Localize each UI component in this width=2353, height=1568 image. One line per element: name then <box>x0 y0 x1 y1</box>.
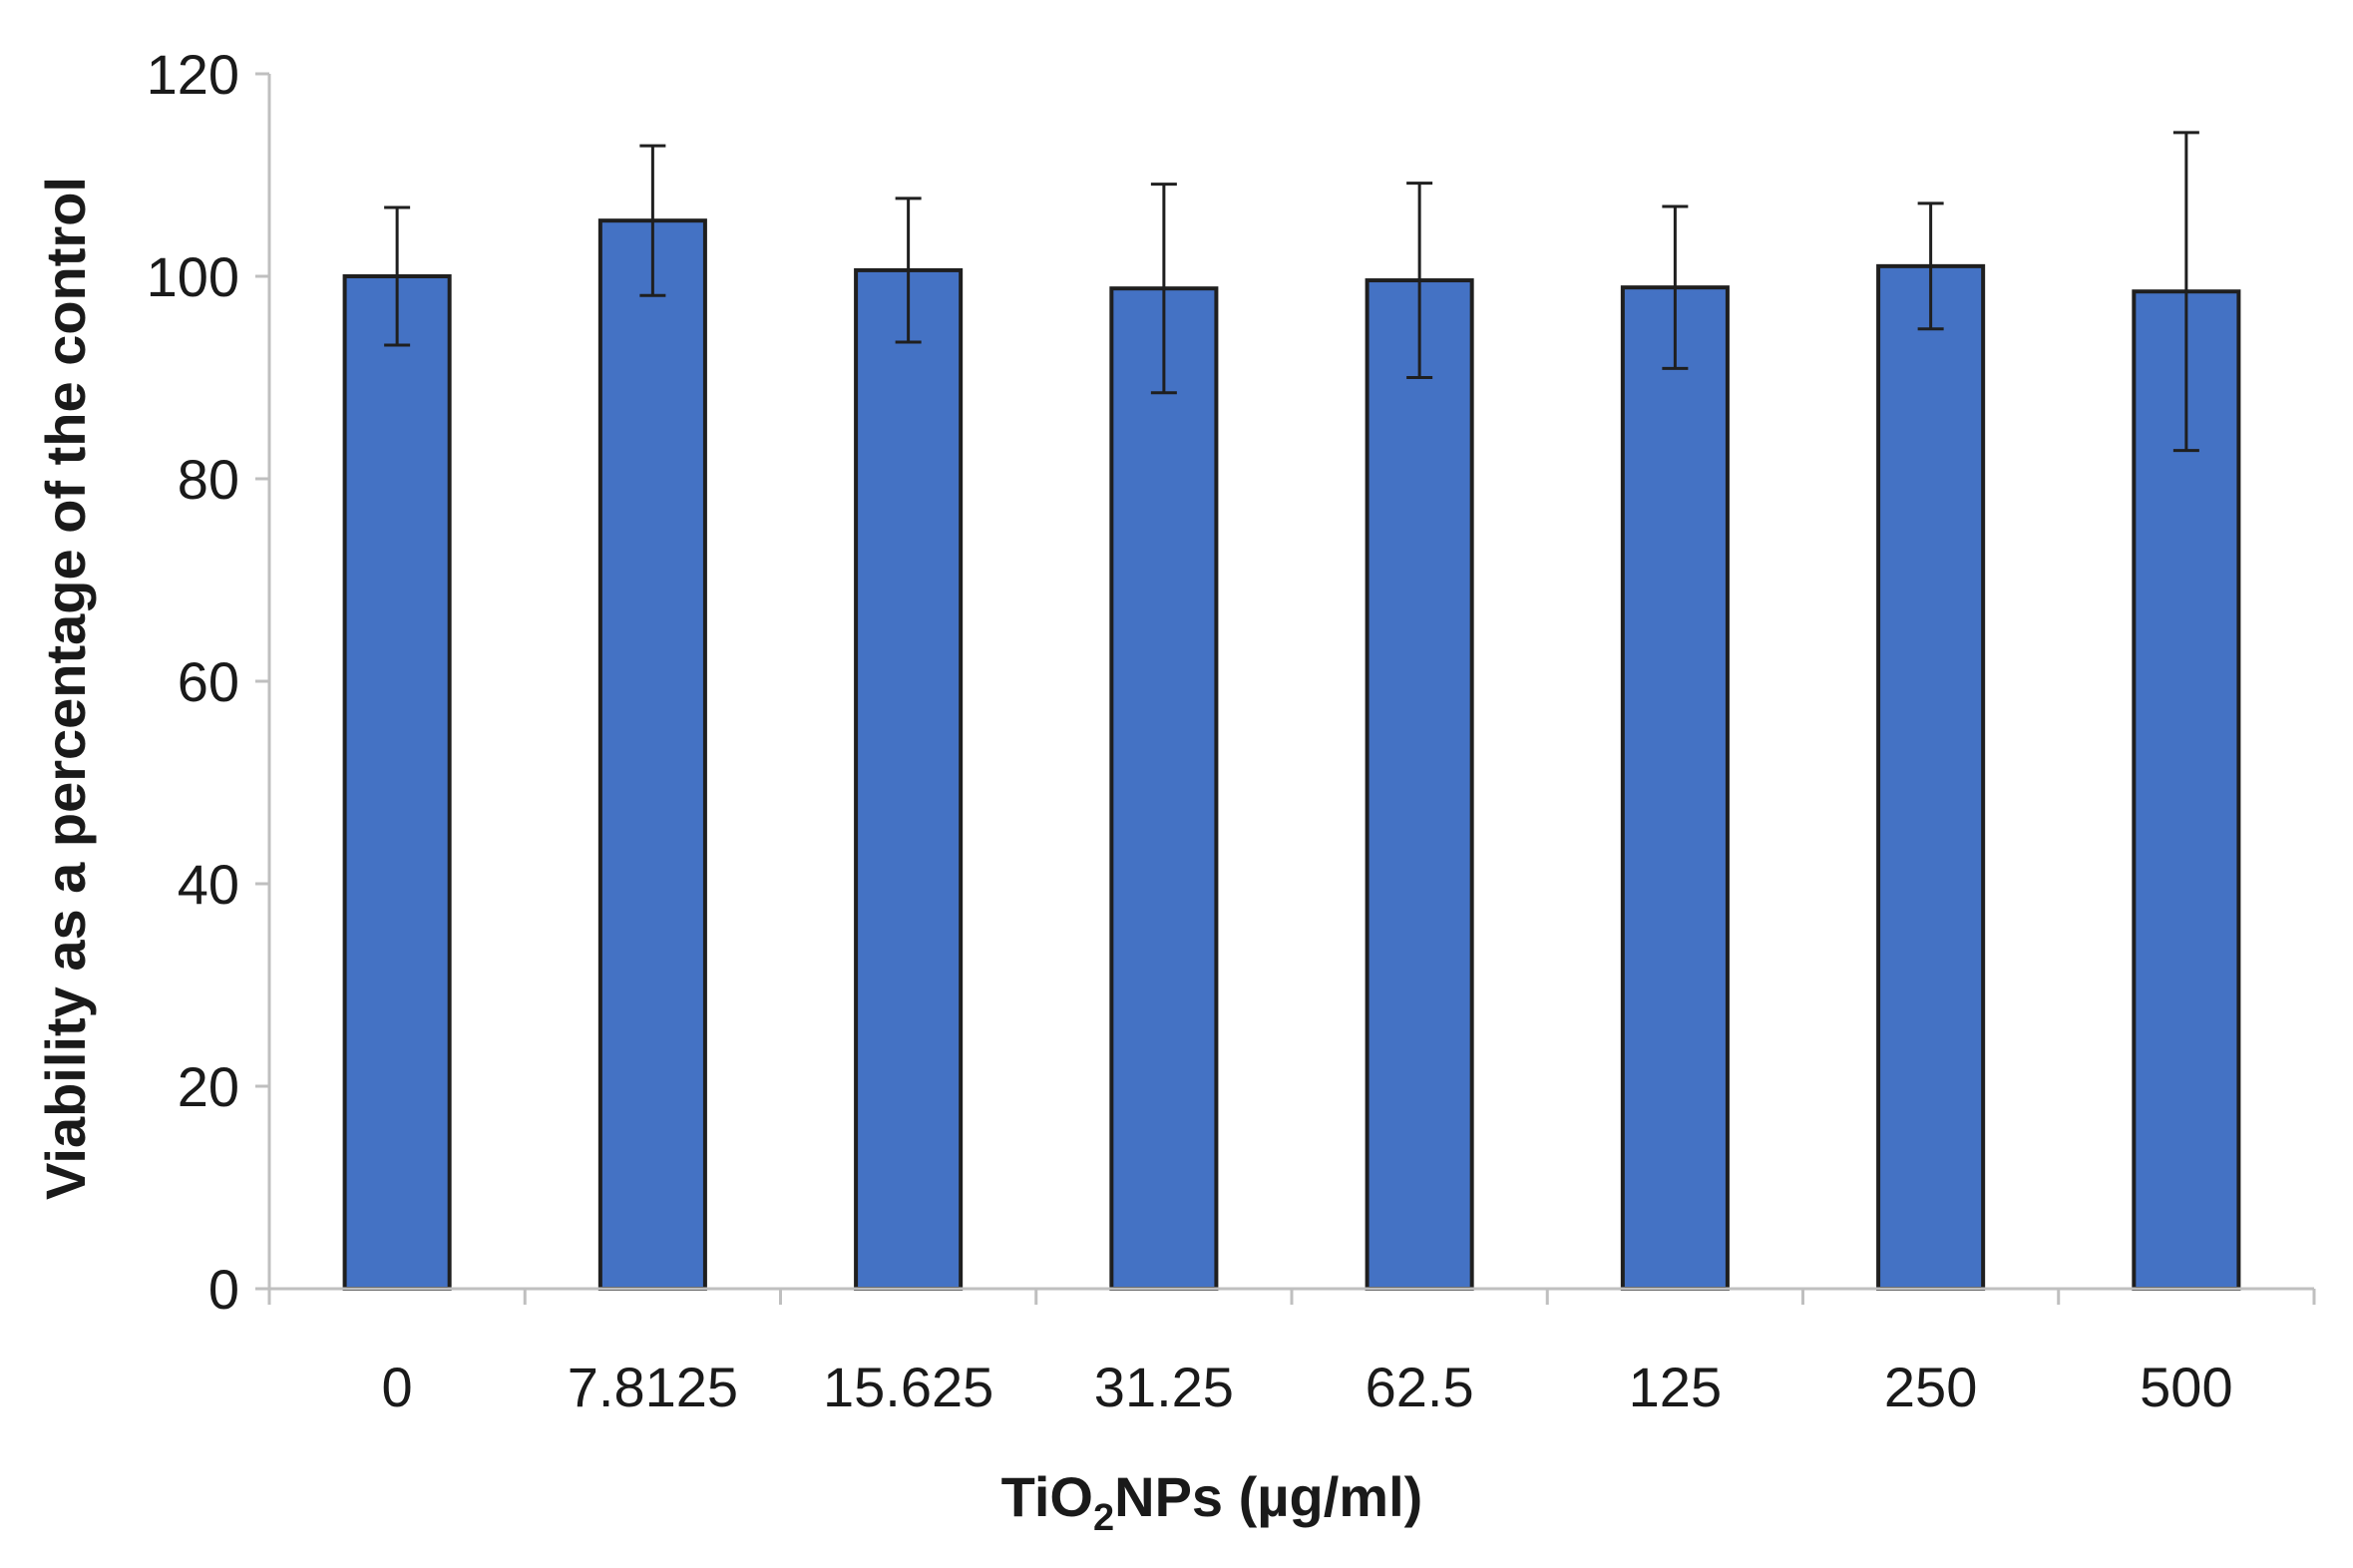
y-tick-label: 100 <box>147 245 239 308</box>
bars-group <box>342 218 2241 1292</box>
y-axis-title: Viability as a percentage of the control <box>34 177 97 1200</box>
x-axis-ticks: 0 7.8125 15.625 31.25 62.5 125 250 500 <box>267 1289 2316 1418</box>
x-axis-title-main: TiO <box>1001 1465 1093 1528</box>
x-tick-label-250: 250 <box>1884 1356 1977 1418</box>
bar-7.8125 <box>597 218 707 1291</box>
x-axis-title-rest: NPs (µg/ml) <box>1114 1465 1422 1528</box>
y-tick-label: 120 <box>147 43 239 106</box>
bar-0 <box>342 274 452 1291</box>
y-tick-label: 0 <box>208 1258 239 1321</box>
x-tick-label-7.8125: 7.8125 <box>568 1356 738 1418</box>
bar-125 <box>1620 285 1730 1292</box>
axes-group <box>267 74 2314 1291</box>
error-bars-group <box>384 131 2199 453</box>
bar-250 <box>1876 263 1986 1292</box>
x-tick-label-15.625: 15.625 <box>823 1356 993 1418</box>
bar-31.25 <box>1109 286 1219 1291</box>
y-tick-label: 40 <box>178 853 239 916</box>
bar-62.5 <box>1365 278 1474 1291</box>
x-tick-label-31.25: 31.25 <box>1094 1356 1234 1418</box>
y-tick-label: 60 <box>178 650 239 713</box>
x-tick-label-0: 0 <box>382 1356 413 1418</box>
x-tick-label-500: 500 <box>2140 1356 2232 1418</box>
x-axis-title: TiO2NPs (µg/ml) <box>1001 1465 1423 1539</box>
y-axis-ticks: 0 20 40 60 80 100 120 <box>147 43 269 1321</box>
bar-15.625 <box>854 267 964 1292</box>
y-tick-label: 80 <box>178 448 239 511</box>
x-tick-label-125: 125 <box>1629 1356 1722 1418</box>
x-axis-title-subscript: 2 <box>1093 1497 1114 1539</box>
y-tick-label: 20 <box>178 1055 239 1118</box>
x-tick-label-62.5: 62.5 <box>1366 1356 1474 1418</box>
